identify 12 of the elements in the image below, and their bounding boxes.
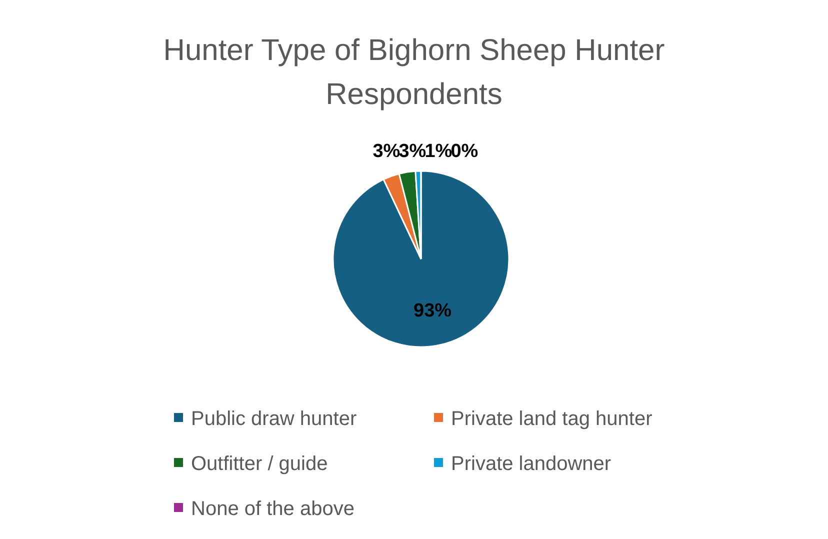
data-label: 1% — [424, 141, 452, 162]
legend-label: None of the above — [191, 498, 354, 520]
data-label: 3% — [398, 141, 426, 162]
text: 0% — [450, 141, 478, 162]
legend-label: Private land tag hunter — [451, 408, 653, 430]
data-label: 3% — [372, 141, 400, 162]
data-label: 93% — [414, 300, 452, 322]
legend-label: Outfitter / guide — [191, 453, 328, 475]
legend-label: Public draw hunter — [191, 408, 357, 430]
legend-label: Private landowner — [451, 453, 612, 475]
chart-title: Hunter Type of Bighorn Sheep Hunter Respondents — [163, 34, 665, 111]
pie-slice — [332, 170, 510, 348]
